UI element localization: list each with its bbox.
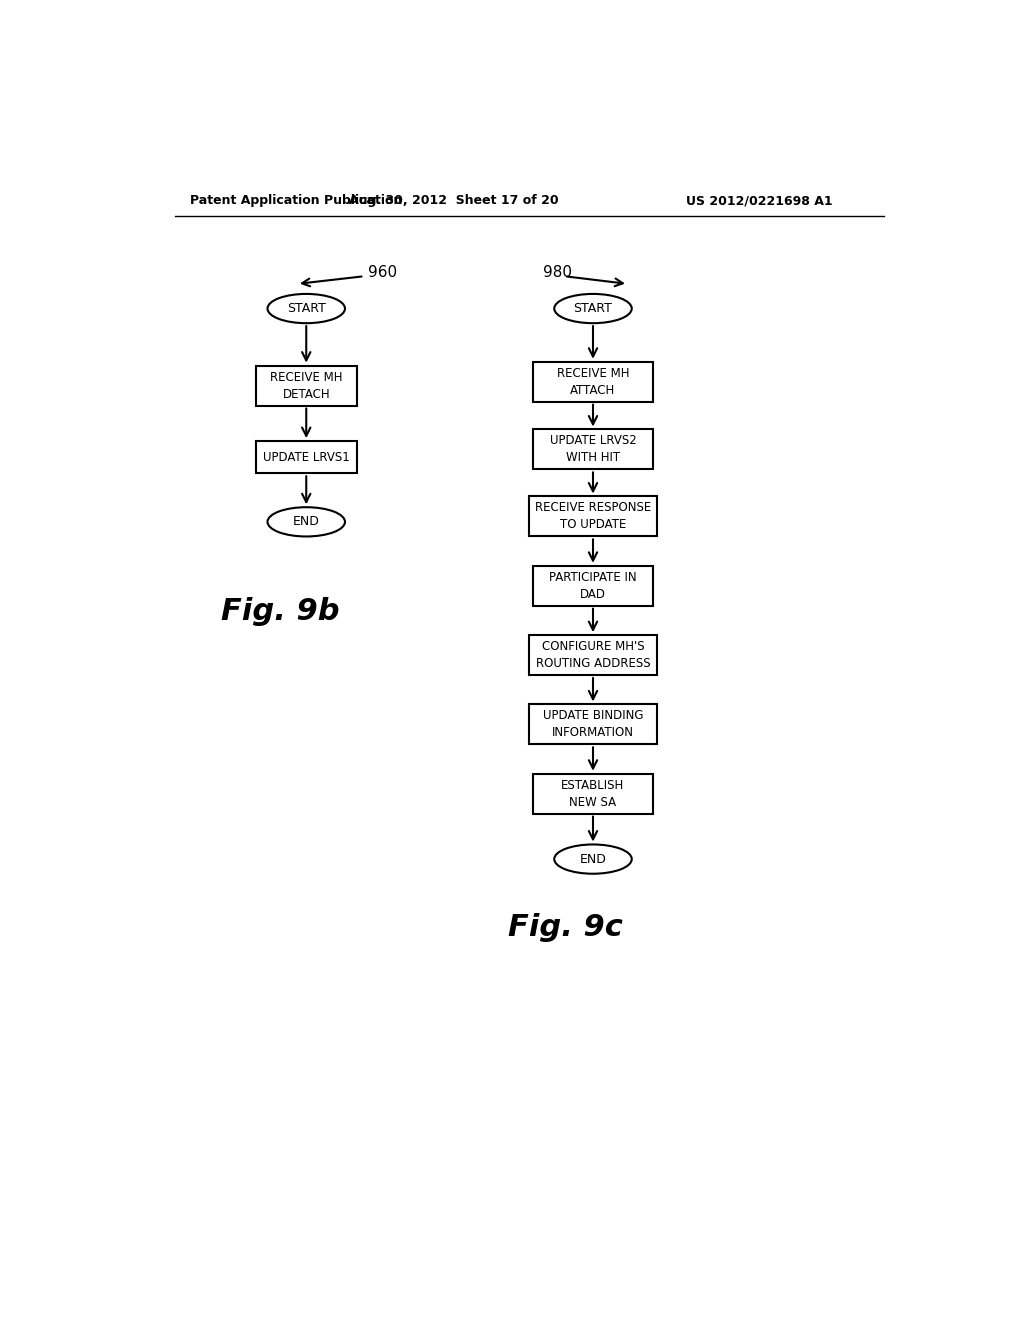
Text: END: END	[580, 853, 606, 866]
Text: Fig. 9c: Fig. 9c	[508, 913, 623, 942]
Text: 960: 960	[369, 265, 397, 280]
Text: UPDATE LRVS1: UPDATE LRVS1	[263, 450, 349, 463]
Text: END: END	[293, 515, 319, 528]
Text: UPDATE LRVS2
WITH HIT: UPDATE LRVS2 WITH HIT	[550, 434, 636, 465]
Text: ESTABLISH
NEW SA: ESTABLISH NEW SA	[561, 779, 625, 809]
Text: RECEIVE MH
ATTACH: RECEIVE MH ATTACH	[557, 367, 630, 397]
Text: START: START	[287, 302, 326, 315]
Text: Patent Application Publication: Patent Application Publication	[190, 194, 402, 207]
Text: Fig. 9b: Fig. 9b	[221, 598, 340, 627]
Text: CONFIGURE MH'S
ROUTING ADDRESS: CONFIGURE MH'S ROUTING ADDRESS	[536, 640, 650, 671]
Text: RECEIVE RESPONSE
TO UPDATE: RECEIVE RESPONSE TO UPDATE	[535, 502, 651, 532]
Text: RECEIVE MH
DETACH: RECEIVE MH DETACH	[270, 371, 342, 400]
Text: UPDATE BINDING
INFORMATION: UPDATE BINDING INFORMATION	[543, 709, 643, 739]
Text: PARTICIPATE IN
DAD: PARTICIPATE IN DAD	[549, 570, 637, 601]
Text: START: START	[573, 302, 612, 315]
Text: US 2012/0221698 A1: US 2012/0221698 A1	[686, 194, 833, 207]
Text: Aug. 30, 2012  Sheet 17 of 20: Aug. 30, 2012 Sheet 17 of 20	[349, 194, 558, 207]
Text: 980: 980	[543, 265, 571, 280]
